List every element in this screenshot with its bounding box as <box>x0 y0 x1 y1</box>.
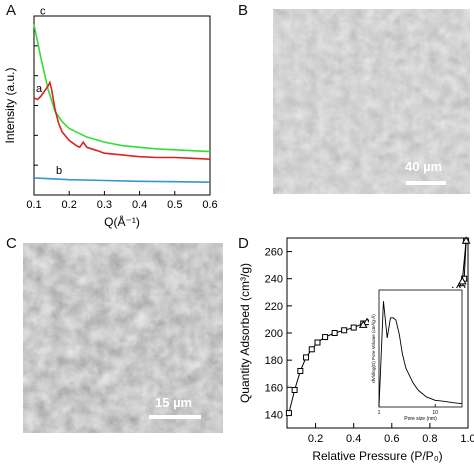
scale-bar <box>149 415 201 419</box>
panel-letter-d: D <box>238 235 249 252</box>
triangle-marker <box>358 320 368 328</box>
triangle-marker <box>457 276 467 285</box>
y-tick-label: 140 <box>265 409 283 421</box>
inset-frame <box>378 289 463 408</box>
series-label-c: c <box>40 6 46 18</box>
panel-letter-c: C <box>6 235 17 252</box>
series-label-b: b <box>56 165 62 177</box>
triangle-marker <box>461 236 471 244</box>
x-tick-label: 0.4 <box>132 199 147 211</box>
x-tick-label: 0.3 <box>97 199 112 211</box>
scale-bar-label: 40 µm <box>405 159 443 174</box>
sem-image-c: 15 µm <box>23 243 223 433</box>
series-line-b <box>33 177 211 184</box>
x-tick-label: 0.6 <box>202 199 217 211</box>
x-tick-label: 0.5 <box>167 199 182 211</box>
y-tick-label: 180 <box>265 355 283 367</box>
square-marker <box>331 330 338 336</box>
y-axis-label: Quantity Adsorbed (cm³/g) <box>238 263 252 403</box>
inset-x-axis-label: Pore size (nm) <box>404 416 437 422</box>
x-axis-label: Relative Pressure (P/P₀) <box>312 449 442 463</box>
x-tick-label: 0.1 <box>26 199 41 211</box>
square-marker <box>285 410 292 417</box>
x-tick-label: 1.0 <box>460 433 474 445</box>
panel-letter-b: B <box>238 2 249 19</box>
inset-x-tick-label: 10 <box>432 410 438 416</box>
scale-bar <box>406 181 446 185</box>
inset-background <box>369 288 466 419</box>
x-tick-label: 0.8 <box>422 433 437 445</box>
series-line-a <box>33 80 211 160</box>
sem-image-b: 40 µm <box>273 9 470 194</box>
x-tick-label: 0.4 <box>346 433 361 445</box>
triangle-marker <box>362 317 372 326</box>
saxs-chart: 0.1 0.2 0.3 0.4 0.5 0.6 Q(Å⁻¹) Intensity (a.u.)… <box>3 6 218 229</box>
series-line-c <box>33 24 211 153</box>
square-marker <box>341 327 348 334</box>
inset-y-axis-label: dV/dlog(D) Pore Volume (cm³/g·Å) <box>370 314 376 383</box>
square-marker <box>314 339 321 346</box>
square-marker <box>350 324 357 331</box>
square-marker <box>308 346 315 353</box>
inset-line <box>378 301 463 408</box>
y-tick-label: 160 <box>265 382 283 394</box>
x-tick-label: 0.6 <box>384 433 399 445</box>
inset-x-tick-label: 1 <box>378 410 381 416</box>
y-tick-label: 260 <box>265 247 283 259</box>
x-tick-label: 0.2 <box>308 433 323 445</box>
y-axis-label: Intensity (a.u.) <box>3 67 17 143</box>
square-marker <box>297 368 304 374</box>
square-marker <box>303 354 310 361</box>
square-marker <box>291 387 298 393</box>
y-tick-label: 220 <box>265 301 283 313</box>
isotherm-chart: 0.2 0.4 0.6 0.8 1.0 140 160 180 200 220 240 260 Rela… <box>238 236 474 463</box>
x-axis-label: Q(Å⁻¹) <box>104 214 140 229</box>
scale-bar-label: 15 µm <box>155 395 193 410</box>
y-tick-label: 240 <box>265 274 283 286</box>
square-marker <box>322 334 329 341</box>
y-tick-label: 200 <box>265 328 283 340</box>
x-tick-label: 0.2 <box>62 199 77 211</box>
panel-letter-a: A <box>6 2 17 19</box>
series-label-a: a <box>36 83 43 95</box>
